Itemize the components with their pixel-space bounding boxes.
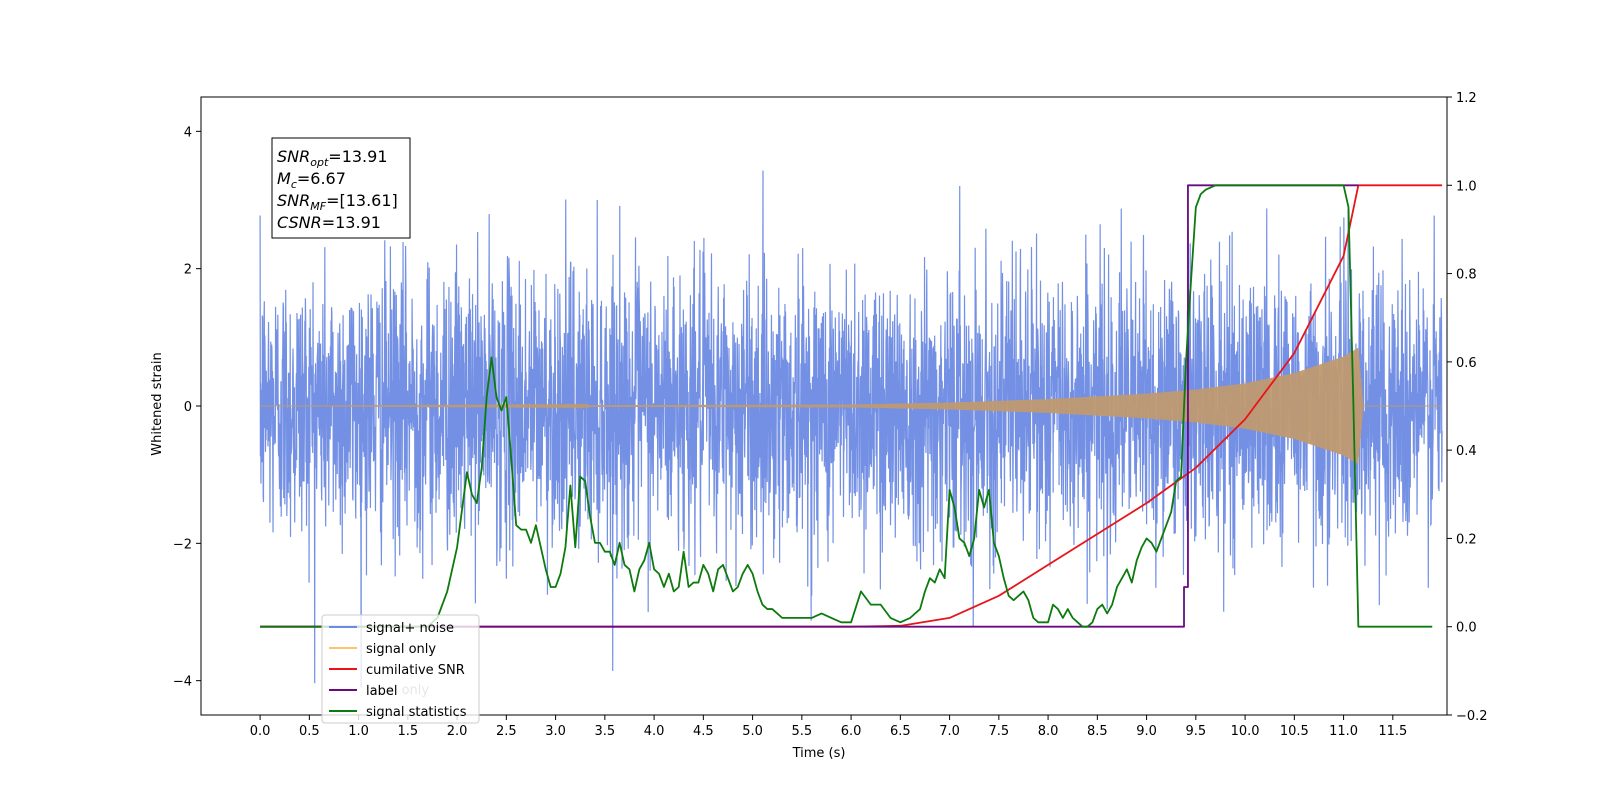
x-tick-label: 10.0 bbox=[1231, 724, 1260, 739]
annotation-subscript: c bbox=[291, 178, 297, 191]
x-tick-label: 9.0 bbox=[1136, 724, 1157, 739]
axes: 0.0 0.5 1.0 1.5 2.0 2.5 3.0 3.5 4.0 4.5 5.0 5.5 6.0 6… bbox=[173, 91, 1488, 739]
y-tick-label: 2 bbox=[184, 263, 192, 278]
y-axis-label: Whitened strain bbox=[150, 352, 165, 455]
annotation-value: =[13.61] bbox=[326, 191, 398, 210]
x-tick-label: 8.5 bbox=[1087, 724, 1108, 739]
y-tick-label: −4 bbox=[173, 675, 192, 690]
x-axis-label: Time (s) bbox=[792, 746, 846, 761]
y2-tick-label: 0.2 bbox=[1456, 532, 1477, 547]
x-tick-label: 11.5 bbox=[1378, 724, 1407, 739]
annotation-subscript: MF bbox=[310, 200, 326, 213]
series-signal-only-line bbox=[260, 347, 1443, 465]
annotation-symbol: M bbox=[277, 169, 291, 188]
legend-label: signal only bbox=[366, 642, 436, 657]
annotation-frame bbox=[271, 137, 411, 239]
x-tick-label: 7.5 bbox=[988, 724, 1009, 739]
x-tick-label: 2.0 bbox=[447, 724, 468, 739]
x-tick-label: 4.5 bbox=[693, 724, 714, 739]
x-tick-label: 7.0 bbox=[939, 724, 960, 739]
y2-tick-label: 0.8 bbox=[1456, 268, 1477, 283]
x-tick-label: 6.5 bbox=[890, 724, 911, 739]
annotation-line: SNRMF=[13.61] bbox=[277, 191, 398, 213]
annotation-line: CSNR=13.91 bbox=[277, 213, 381, 232]
annotation-value: =13.91 bbox=[328, 147, 387, 166]
legend-label: cumilative SNR bbox=[366, 663, 465, 678]
x-tick-label: 9.5 bbox=[1185, 724, 1206, 739]
x-tick-label: 10.5 bbox=[1280, 724, 1309, 739]
x-tick-label: 8.0 bbox=[1038, 724, 1059, 739]
plot-area bbox=[259, 170, 1443, 688]
x-tick-label: 3.5 bbox=[594, 724, 615, 739]
series-cumilative-snr-line bbox=[260, 184, 1443, 628]
x-tick-label: 1.0 bbox=[348, 724, 369, 739]
y2-tick-label: −0.2 bbox=[1456, 709, 1488, 724]
x-tick-label: 0.0 bbox=[250, 724, 271, 739]
y2-tick-label: 1.0 bbox=[1456, 179, 1477, 194]
y2-tick-label: 0.4 bbox=[1456, 444, 1477, 459]
x-tick-label: 5.5 bbox=[791, 724, 812, 739]
legend-label: signal statistics bbox=[366, 705, 467, 720]
x-tick-label: 5.0 bbox=[742, 724, 763, 739]
annotation-subscript: opt bbox=[310, 156, 329, 169]
x-tick-label: 1.5 bbox=[398, 724, 419, 739]
x-tick-label: 3.0 bbox=[545, 724, 566, 739]
x-tick-label: 2.5 bbox=[496, 724, 517, 739]
annotation-line: Mc=6.67 bbox=[277, 169, 346, 191]
annotation-symbol: SNR bbox=[277, 147, 310, 166]
y-tick-label: 4 bbox=[184, 125, 192, 140]
annotation-symbol: SNR bbox=[277, 191, 310, 210]
annotation-symbol: CSNR bbox=[277, 213, 322, 232]
y2-tick-label: 0.0 bbox=[1456, 621, 1477, 636]
y2-tick-label: 0.6 bbox=[1456, 356, 1477, 371]
series-signal-statistics-line bbox=[260, 184, 1433, 628]
x-tick-label: 6.0 bbox=[841, 724, 862, 739]
x-tick-label: 11.0 bbox=[1329, 724, 1358, 739]
x-tick-label: 4.0 bbox=[644, 724, 665, 739]
y-tick-label: −2 bbox=[173, 537, 192, 552]
y2-tick-label: 1.2 bbox=[1456, 91, 1477, 106]
stats-annotation-box: SNRopt=13.91Mc=6.67SNRMF=[13.61]CSNR=13.… bbox=[271, 137, 411, 239]
annotation-value: =6.67 bbox=[297, 169, 346, 188]
legend-label: signal+ noise bbox=[366, 621, 454, 636]
legend-label: label bbox=[366, 684, 397, 699]
legend-frame bbox=[321, 614, 480, 724]
annotation-value: =13.91 bbox=[322, 213, 381, 232]
x-tick-label: 0.5 bbox=[299, 724, 320, 739]
annotation-line: SNRopt=13.91 bbox=[277, 147, 388, 169]
y-tick-label: 0 bbox=[184, 400, 192, 415]
